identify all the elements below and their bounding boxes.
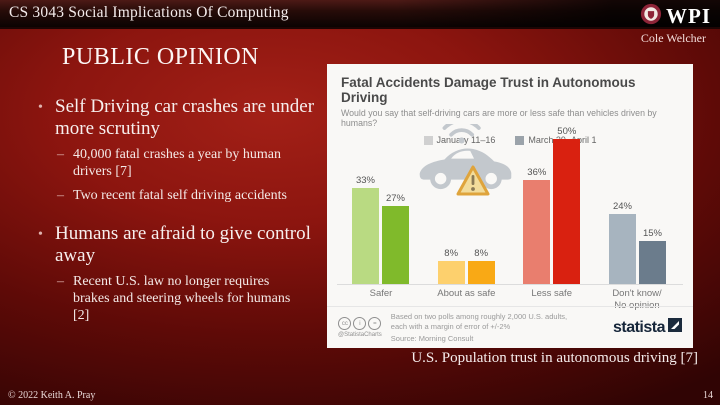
bar-group: 33% 27% xyxy=(352,175,409,284)
chart-caption: U.S. Population trust in autonomous driv… xyxy=(411,350,698,366)
bullet-list: • Self Driving car crashes are under mor… xyxy=(38,96,326,325)
bar xyxy=(523,179,551,284)
bar-column: 50% xyxy=(553,126,581,284)
chart-card: Fatal Accidents Damage Trust in Autonomo… xyxy=(327,64,693,348)
bar-groups: 33% 27% 8% 8% 36% 50% 24% 15% xyxy=(337,121,683,285)
slide-body-text: PUBLIC OPINION • Self Driving car crashe… xyxy=(38,44,326,325)
chart-source: Source: Morning Consult xyxy=(390,333,474,343)
statista-mark-icon xyxy=(668,318,682,337)
bar-column: 33% xyxy=(352,175,379,284)
dash-marker: – xyxy=(57,274,64,290)
sub-bullet-item: – Recent U.S. law no longer requires bra… xyxy=(57,274,326,324)
bar-group: 8% 8% xyxy=(437,247,495,284)
slide-title: PUBLIC OPINION xyxy=(62,44,260,70)
bar xyxy=(352,188,379,284)
category-labels: Safer About as safe Less safe Don't know/ N… xyxy=(337,288,683,312)
bullet-text: Self Driving car crashes are under more … xyxy=(55,96,315,140)
category-label: Less safe xyxy=(531,288,572,299)
bar-group: 24% 15% xyxy=(608,201,666,284)
bullet-item: • Self Driving car crashes are under mor… xyxy=(38,96,326,140)
bar-value-label: 15% xyxy=(642,227,662,239)
course-title: CS 3043 Social Implications Of Computing xyxy=(9,4,289,21)
bar-value-label: 50% xyxy=(557,126,577,137)
bullet-marker: • xyxy=(38,100,43,115)
legend-swatch-icon xyxy=(423,135,433,145)
bar-column: 8% xyxy=(437,247,465,284)
copyright: © 2022 Keith A. Pray xyxy=(8,390,96,401)
author-name: Cole Welcher xyxy=(640,31,706,45)
category-label: Safer xyxy=(369,288,393,299)
bar-value-label: 8% xyxy=(444,247,459,259)
bar-column: 8% xyxy=(467,247,495,284)
category-label: Don't know/ No opinion xyxy=(612,288,662,311)
bar-column: 36% xyxy=(523,166,551,284)
bar xyxy=(437,260,465,284)
warning-triangle-icon xyxy=(455,164,491,203)
bar-group: 36% 50% xyxy=(523,126,581,284)
bar-value-label: 36% xyxy=(527,166,547,178)
no-derivatives-icon: = xyxy=(368,317,382,330)
bar-value-label: 8% xyxy=(474,247,489,259)
attribution-icon: i xyxy=(353,317,367,330)
bar xyxy=(638,240,666,284)
bar xyxy=(553,139,581,284)
category-label: About as safe xyxy=(437,288,496,299)
wpi-seal-icon xyxy=(640,3,662,30)
sub-bullet-text: Two recent fatal self driving accidents xyxy=(73,188,287,204)
cc-icon: cc xyxy=(338,317,352,330)
bar-column: 27% xyxy=(382,193,409,284)
sub-bullet-item: – Two recent fatal self driving accident… xyxy=(57,188,326,205)
header-bar: CS 3043 Social Implications Of Computing xyxy=(0,0,720,29)
dash-marker: – xyxy=(57,147,64,163)
chart-footer: cc i = @StatistaCharts Based on two poll… xyxy=(327,306,693,348)
sub-bullet-text: 40,000 fatal crashes a year by human dri… xyxy=(73,147,281,180)
page-number: 14 xyxy=(703,390,713,401)
chart-subtitle: Would you say that self-driving cars are… xyxy=(341,108,657,128)
dash-marker: – xyxy=(57,188,64,204)
license-icons: cc i = @StatistaCharts xyxy=(338,317,382,338)
bar xyxy=(382,205,409,284)
chart-notes: Based on two polls among roughly 2,000 U… xyxy=(391,312,567,343)
car-icon xyxy=(412,118,517,201)
legend-swatch-icon xyxy=(515,135,525,145)
bar xyxy=(608,214,636,284)
legend-label: January 11–16 xyxy=(436,135,496,145)
statista-logo: statista xyxy=(613,318,682,337)
bar-column: 24% xyxy=(608,201,636,284)
chart-plot-area: 33% 27% 8% 8% 36% 50% 24% 15% Safer About as saf… xyxy=(337,121,683,312)
chart-title: Fatal Accidents Damage Trust in Autonomo… xyxy=(341,75,636,105)
wpi-logo-text: WPI xyxy=(666,4,711,28)
wpi-logo: WPI xyxy=(640,3,711,30)
bar-value-label: 24% xyxy=(612,201,632,213)
bar xyxy=(467,260,495,284)
bullet-marker: • xyxy=(38,226,43,242)
sub-bullet-text: Recent U.S. law no longer requires brake… xyxy=(73,274,291,323)
sub-bullet-item: – 40,000 fatal crashes a year by human d… xyxy=(57,147,326,181)
legend-item: January 11–16 xyxy=(423,135,496,145)
bar-value-label: 27% xyxy=(385,192,405,204)
bar-column: 15% xyxy=(638,227,666,284)
statista-credit: @StatistaCharts xyxy=(338,332,382,338)
bar-value-label: 33% xyxy=(355,175,375,187)
statista-logo-text: statista xyxy=(612,318,666,336)
bullet-item: • Humans are afraid to give control away xyxy=(38,223,326,267)
chart-footnote: Based on two polls among roughly 2,000 U… xyxy=(390,312,568,331)
bullet-text: Humans are afraid to give control away xyxy=(55,222,311,267)
